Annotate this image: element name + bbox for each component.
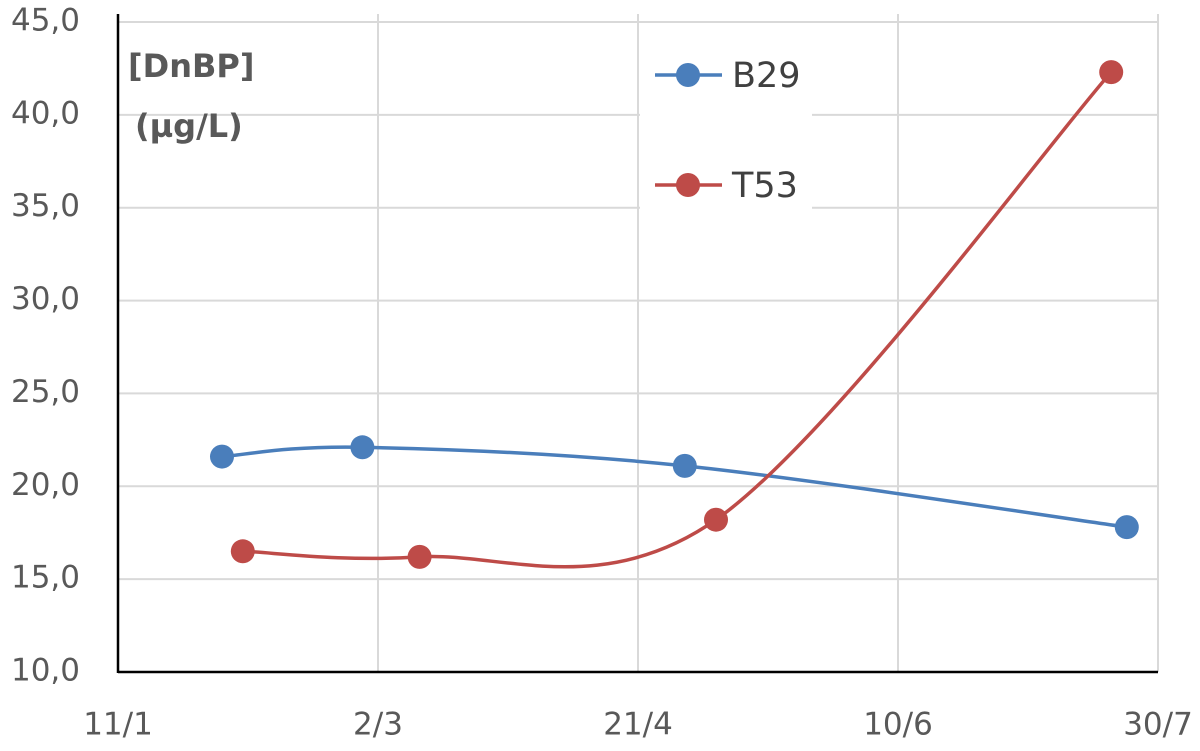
data-point [704, 507, 728, 532]
x-tick-label: 11/1 [83, 707, 153, 743]
x-tick-label: 30/7 [1123, 707, 1193, 743]
y-tick-label: 15,0 [11, 560, 80, 596]
x-tick-label: 21/4 [603, 707, 673, 743]
x-tick-label: 2/3 [353, 707, 403, 743]
data-point [350, 435, 375, 460]
y-tick-label: 20,0 [11, 467, 80, 503]
legend-label: B29 [732, 56, 801, 96]
series-line [242, 70, 1113, 569]
data-point [210, 444, 234, 469]
y-axis-label: [DnBP] [128, 47, 254, 85]
data-point [672, 453, 697, 478]
y-tick-label: 10,0 [11, 653, 80, 689]
y-tick-label: 25,0 [11, 374, 80, 410]
y-tick-label: 30,0 [11, 281, 80, 317]
y-axis-label: (µg/L) [135, 107, 243, 145]
data-point [407, 544, 432, 569]
y-tick-label: 45,0 [11, 3, 80, 39]
data-point [1114, 515, 1139, 540]
legend-marker [676, 63, 700, 87]
x-tick-label: 10/6 [863, 707, 933, 743]
data-point [1099, 60, 1124, 85]
y-tick-label: 35,0 [11, 188, 80, 224]
legend-label: T53 [731, 166, 798, 206]
legend-box [640, 40, 812, 210]
legend-marker [676, 173, 700, 197]
series-line [221, 445, 1128, 529]
data-point [230, 539, 255, 564]
y-tick-label: 40,0 [11, 95, 80, 131]
